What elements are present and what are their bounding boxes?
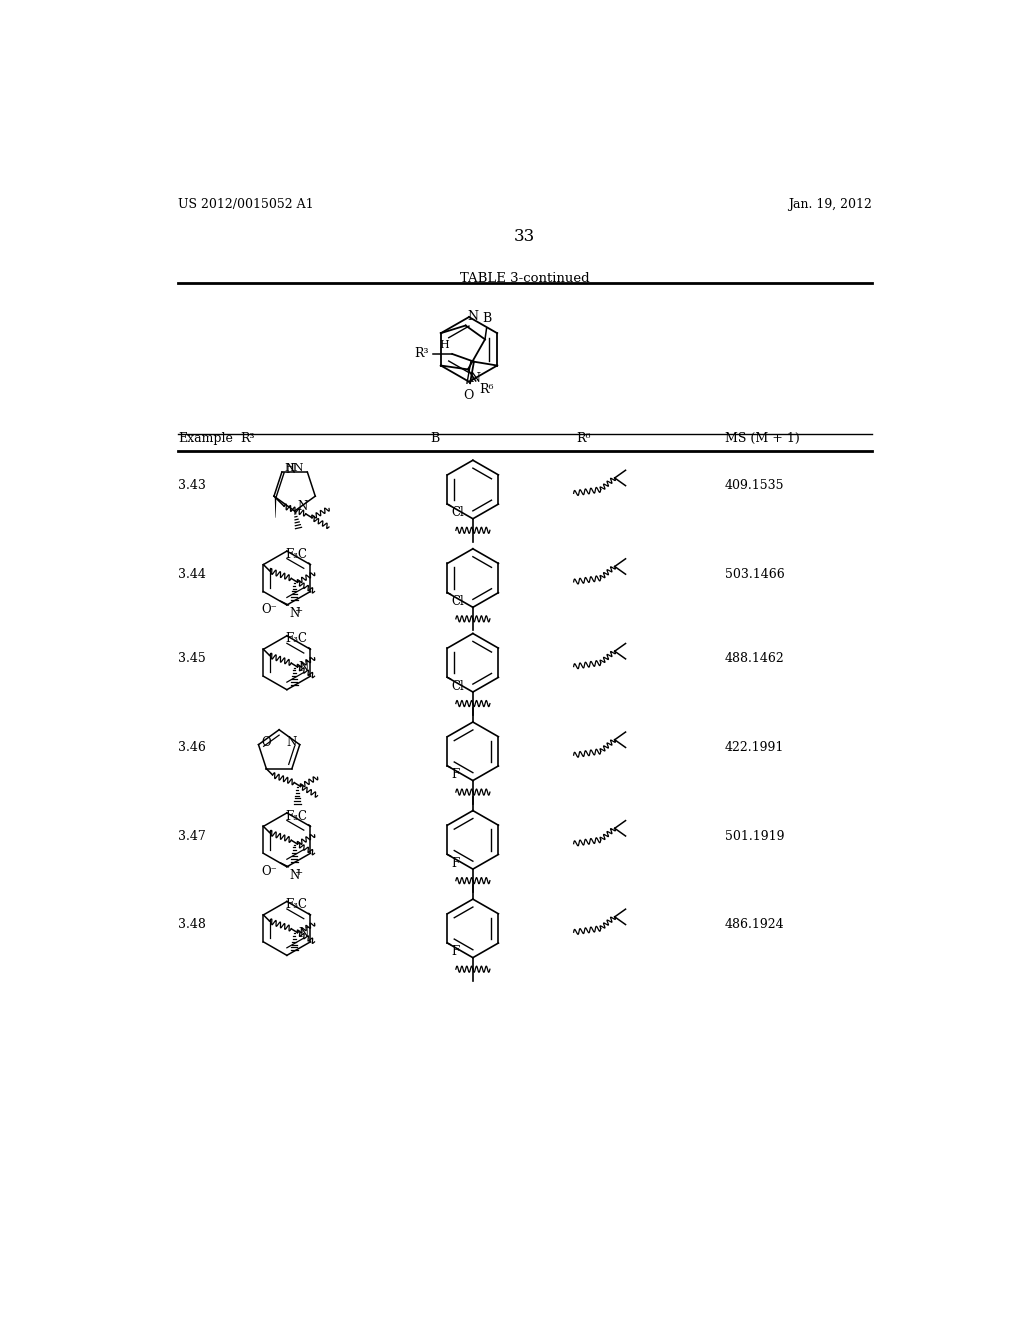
Text: F₃C: F₃C bbox=[286, 632, 307, 645]
Text: 3.43: 3.43 bbox=[178, 479, 206, 492]
Text: B: B bbox=[482, 313, 492, 326]
Text: +: + bbox=[295, 606, 304, 615]
Text: N: N bbox=[299, 927, 309, 940]
Text: R⁶: R⁶ bbox=[479, 383, 494, 396]
Text: HN: HN bbox=[285, 463, 304, 473]
Text: N: N bbox=[287, 735, 297, 748]
Text: 3.45: 3.45 bbox=[178, 652, 206, 665]
Text: TABLE 3-continued: TABLE 3-continued bbox=[460, 272, 590, 285]
Text: N: N bbox=[467, 310, 478, 323]
Text: US 2012/0015052 A1: US 2012/0015052 A1 bbox=[178, 198, 314, 211]
Text: R⁶: R⁶ bbox=[575, 432, 591, 445]
Text: Cl: Cl bbox=[452, 507, 464, 520]
Text: 486.1924: 486.1924 bbox=[725, 917, 784, 931]
Text: F: F bbox=[452, 945, 460, 958]
Text: MS (M + 1): MS (M + 1) bbox=[725, 432, 800, 445]
Text: F: F bbox=[452, 768, 460, 781]
Text: 422.1991: 422.1991 bbox=[725, 741, 784, 754]
Text: 409.1535: 409.1535 bbox=[725, 479, 784, 492]
Text: Jan. 19, 2012: Jan. 19, 2012 bbox=[788, 198, 872, 211]
Text: 33: 33 bbox=[514, 227, 536, 244]
Text: F₃C: F₃C bbox=[286, 898, 307, 911]
Text: O⁻: O⁻ bbox=[262, 866, 278, 878]
Text: 3.47: 3.47 bbox=[178, 829, 206, 842]
Text: N: N bbox=[289, 607, 299, 620]
Text: Cl: Cl bbox=[452, 595, 464, 609]
Text: R³: R³ bbox=[415, 347, 429, 360]
Text: O⁻: O⁻ bbox=[262, 603, 278, 616]
Text: F₃C: F₃C bbox=[286, 548, 307, 561]
Text: 503.1466: 503.1466 bbox=[725, 568, 784, 581]
Text: F₃C: F₃C bbox=[286, 809, 307, 822]
Text: R³: R³ bbox=[241, 432, 255, 445]
Text: F: F bbox=[452, 857, 460, 870]
Text: 3.48: 3.48 bbox=[178, 917, 206, 931]
Text: N: N bbox=[299, 661, 309, 675]
Text: Example: Example bbox=[178, 432, 233, 445]
Text: H: H bbox=[439, 341, 450, 350]
Text: N: N bbox=[289, 869, 299, 882]
Polygon shape bbox=[274, 498, 276, 517]
Text: N: N bbox=[297, 500, 307, 513]
Text: +: + bbox=[295, 867, 304, 876]
Text: O: O bbox=[261, 735, 271, 748]
Text: N: N bbox=[286, 463, 296, 477]
Text: 3.44: 3.44 bbox=[178, 568, 206, 581]
Text: O: O bbox=[463, 389, 474, 403]
Text: B: B bbox=[430, 432, 439, 445]
Text: Cl: Cl bbox=[452, 680, 464, 693]
Text: 501.1919: 501.1919 bbox=[725, 829, 784, 842]
Text: N: N bbox=[469, 372, 480, 384]
Text: 488.1462: 488.1462 bbox=[725, 652, 784, 665]
Text: 3.46: 3.46 bbox=[178, 741, 206, 754]
